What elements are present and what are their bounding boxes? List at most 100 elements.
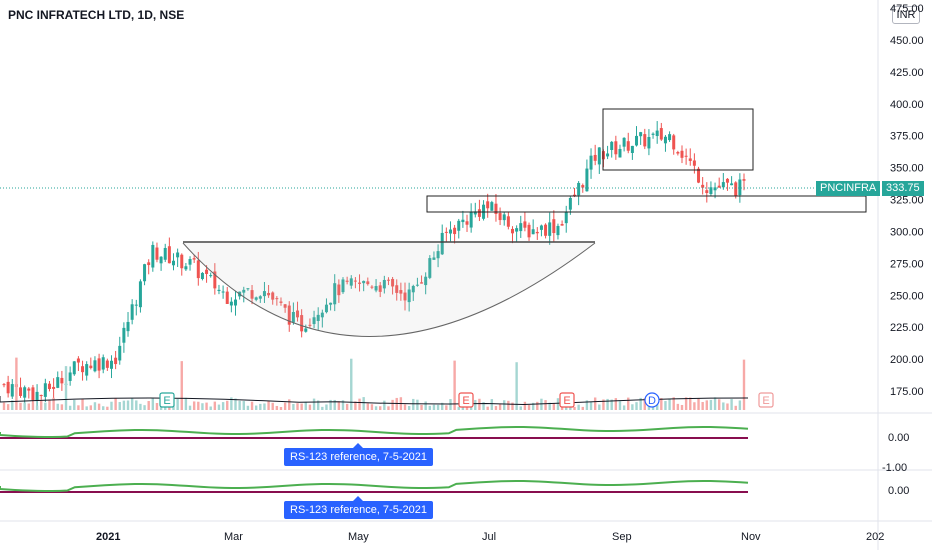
candle-body <box>10 384 14 397</box>
candle-body <box>246 288 250 290</box>
volume-bar <box>358 398 361 410</box>
volume-bar <box>722 402 725 410</box>
candle-body <box>155 247 159 260</box>
candle-body <box>539 225 543 230</box>
volume-bar <box>655 402 659 410</box>
candle-body <box>461 219 465 223</box>
volume-bar <box>523 401 527 410</box>
volume-bar <box>263 403 266 410</box>
candle-body <box>721 182 725 188</box>
volume-bar <box>130 398 134 410</box>
candle-body <box>27 388 31 391</box>
volume-bar <box>680 404 684 410</box>
volume-bar <box>176 398 179 410</box>
volume-bar <box>333 399 336 410</box>
volume-bar <box>639 397 642 410</box>
time-axis: 2021 Mar May Jul Sep Nov 202 <box>96 531 884 543</box>
candle-body <box>31 387 35 401</box>
candle-body <box>19 387 23 396</box>
volume-bar <box>316 400 320 410</box>
volume-bar <box>449 399 452 410</box>
volume-bar <box>118 402 121 410</box>
candle-body <box>469 212 473 228</box>
volume-bar <box>341 400 345 410</box>
volume-bar <box>234 398 237 410</box>
candle-body <box>89 365 93 369</box>
candle-body <box>163 247 167 260</box>
rs-reference-note-2[interactable]: RS-123 reference, 7-5-2021 <box>284 496 433 519</box>
volume-bar <box>693 402 696 410</box>
candle-body <box>701 184 705 188</box>
volume-bar <box>23 402 26 410</box>
volume-bar <box>201 403 204 410</box>
volume-bar <box>143 405 146 410</box>
volume-bar <box>362 397 365 410</box>
volume-bar <box>139 403 142 410</box>
rs-reference-note-1[interactable]: RS-123 reference, 7-5-2021 <box>284 443 433 466</box>
candle-body <box>312 317 316 325</box>
volume-bar <box>622 405 626 410</box>
volume-bar <box>387 406 390 410</box>
candle-body <box>122 327 126 343</box>
volume-bar <box>93 402 97 410</box>
candle-body <box>506 216 510 227</box>
volume-bar <box>445 405 448 410</box>
candle-body <box>585 168 589 192</box>
volume-bar <box>288 399 291 410</box>
volume-bar <box>40 400 43 410</box>
y-tick-label: 175.00 <box>890 386 924 398</box>
x-tick-label: May <box>348 531 369 543</box>
last-price-value: 333.75 <box>886 182 920 194</box>
volume-bar <box>304 401 307 410</box>
candle-body <box>118 345 122 361</box>
volume-bar <box>321 406 324 410</box>
candle-body <box>659 128 663 140</box>
volume-bar <box>689 397 692 410</box>
volume-bar <box>598 404 601 410</box>
candle-body <box>184 266 188 270</box>
volume-bar <box>226 400 229 410</box>
candle-body <box>395 285 399 293</box>
volume-bar <box>312 398 316 410</box>
volume-bar <box>102 406 105 410</box>
volume-bar <box>52 397 55 410</box>
volume-bar <box>664 401 667 410</box>
volume-bar <box>254 405 258 410</box>
y-tick-label: 400.00 <box>890 99 924 111</box>
volume-bar <box>552 403 556 410</box>
consolidation-box <box>602 108 754 171</box>
candle-body <box>444 231 448 233</box>
volume-bar <box>151 398 155 410</box>
volume-bar <box>531 402 535 410</box>
candle-body <box>362 280 366 284</box>
volume-bar <box>424 401 427 410</box>
volume-bar <box>15 357 18 410</box>
volume-bar <box>519 406 522 410</box>
candle-body <box>556 225 560 236</box>
candle-body <box>606 153 610 157</box>
candle-body <box>254 297 258 300</box>
y-tick-label: 475.00 <box>890 3 924 15</box>
candle-body <box>523 221 527 228</box>
volume-bar <box>77 405 80 410</box>
volume-bar <box>246 405 250 410</box>
marker-label: E <box>462 395 469 407</box>
volume-bar <box>44 402 47 410</box>
candle-body <box>105 360 109 368</box>
candle-body <box>494 203 498 214</box>
volume-bar <box>267 400 270 410</box>
candle-body <box>610 141 614 150</box>
volume-bar <box>374 406 378 410</box>
volume-bar <box>6 404 10 410</box>
candle-body <box>56 377 60 388</box>
volume-bar <box>668 398 671 410</box>
candle-body <box>143 264 147 282</box>
candle-body <box>76 358 80 363</box>
candle-body <box>622 137 626 147</box>
candle-body <box>130 304 134 320</box>
currency-button[interactable]: INR <box>892 6 920 24</box>
candle-body <box>258 296 262 299</box>
volume-bar <box>31 402 35 410</box>
